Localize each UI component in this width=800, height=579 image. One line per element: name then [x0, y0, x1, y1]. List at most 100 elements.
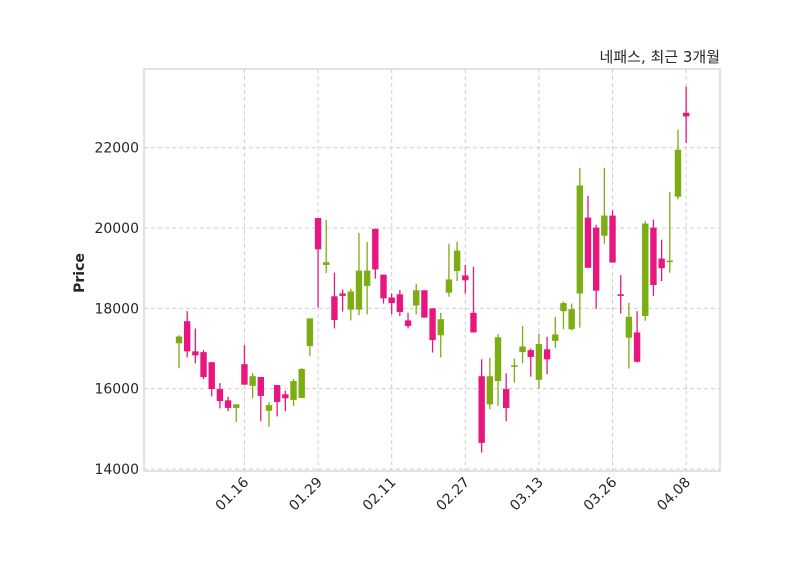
candle-down: [429, 308, 436, 353]
candle-down: [388, 293, 395, 315]
candle-body: [306, 318, 314, 347]
candle-up: [511, 358, 518, 383]
candle-down: [183, 311, 191, 358]
candle-down: [658, 239, 665, 282]
candle-body: [363, 270, 371, 286]
candle-body: [323, 262, 330, 265]
candle-body: [560, 303, 567, 312]
candle-body: [625, 316, 633, 338]
candle-up: [175, 335, 183, 369]
candle-up: [576, 167, 584, 328]
candle-down: [617, 275, 624, 314]
candle-up: [642, 221, 649, 321]
candle-up: [560, 301, 567, 330]
candle-up: [233, 404, 240, 423]
y-tick-label: 18000: [94, 301, 139, 317]
candle-body: [355, 270, 363, 310]
candle-body: [347, 291, 354, 310]
x-axis: 01.16 01.29 02.11 02.27 03.13 03.26 04.08: [213, 474, 694, 514]
candle-body: [429, 308, 436, 341]
candle-body: [437, 319, 444, 336]
x-tick-label: 01.29: [286, 475, 326, 515]
candle-down: [200, 350, 207, 380]
candle-down: [224, 396, 232, 412]
candle-body: [183, 321, 191, 352]
candle-body: [666, 260, 673, 263]
y-tick-label: 16000: [94, 382, 139, 398]
candle-body: [519, 346, 526, 353]
candle-body: [413, 290, 420, 306]
candle-body: [208, 362, 215, 390]
candle-body: [633, 332, 641, 362]
candle-body: [314, 217, 322, 250]
candle-up: [290, 379, 297, 406]
candle-body: [552, 334, 559, 341]
candle-down: [314, 217, 322, 308]
candle-up: [494, 334, 502, 406]
candle-body: [453, 250, 461, 272]
y-tick-label: 14000: [94, 462, 139, 478]
candle-down: [527, 348, 534, 377]
candle-body: [576, 185, 584, 294]
candles: [175, 86, 690, 453]
candle-body: [241, 364, 248, 385]
candle-body: [642, 223, 649, 316]
x-tick-label: 02.27: [433, 475, 473, 515]
candle-down: [257, 377, 264, 422]
candle-down: [609, 210, 616, 263]
y-tick-label: 20000: [94, 221, 139, 237]
candle-body: [224, 400, 232, 408]
candle-down: [282, 390, 289, 412]
candle-down: [543, 336, 551, 375]
candle-down: [192, 328, 199, 364]
candle-up: [306, 318, 314, 357]
candle-body: [650, 227, 657, 286]
candle-body: [249, 376, 256, 386]
candle-body: [298, 368, 305, 398]
candle-body: [609, 215, 616, 263]
candle-up: [601, 167, 608, 244]
candle-down: [592, 224, 600, 309]
candle-up: [674, 129, 682, 200]
candle-down: [372, 228, 379, 279]
candle-up: [249, 373, 256, 399]
x-tick-label: 01.16: [213, 474, 253, 514]
y-tick-label: 22000: [94, 141, 139, 157]
candle-up: [519, 326, 526, 364]
candle-body: [372, 228, 379, 270]
candle-down: [462, 264, 469, 294]
candle-body: [404, 320, 412, 327]
plot-area: [143, 68, 721, 472]
candle-up: [298, 368, 305, 398]
candle-body: [478, 376, 485, 443]
x-tick-label: 03.13: [507, 475, 547, 515]
candle-body: [290, 381, 297, 400]
candle-body: [658, 258, 665, 269]
candle-body: [601, 215, 608, 236]
candle-body: [682, 112, 690, 117]
candle-body: [486, 376, 494, 405]
candle-up: [666, 191, 673, 273]
candle-down: [273, 385, 281, 417]
candle-body: [462, 275, 469, 281]
candle-up: [363, 242, 371, 315]
candle-down: [396, 289, 404, 316]
candle-up: [265, 402, 273, 427]
candle-body: [592, 227, 600, 291]
y-axis: 14000 16000 18000 20000 22000: [94, 141, 139, 478]
candle-body: [282, 394, 289, 399]
candle-body: [568, 309, 575, 330]
candle-body: [396, 294, 404, 312]
candle-up: [568, 303, 575, 331]
candle-body: [175, 336, 183, 344]
candle-up: [453, 241, 461, 282]
candle-down: [404, 312, 412, 329]
chart-title: 네패스, 최근 3개월: [600, 48, 720, 66]
candle-body: [535, 344, 543, 380]
candle-down: [241, 345, 248, 385]
candle-down: [216, 383, 224, 409]
candle-body: [265, 405, 273, 411]
candle-up: [413, 283, 420, 315]
candle-down: [584, 195, 592, 268]
